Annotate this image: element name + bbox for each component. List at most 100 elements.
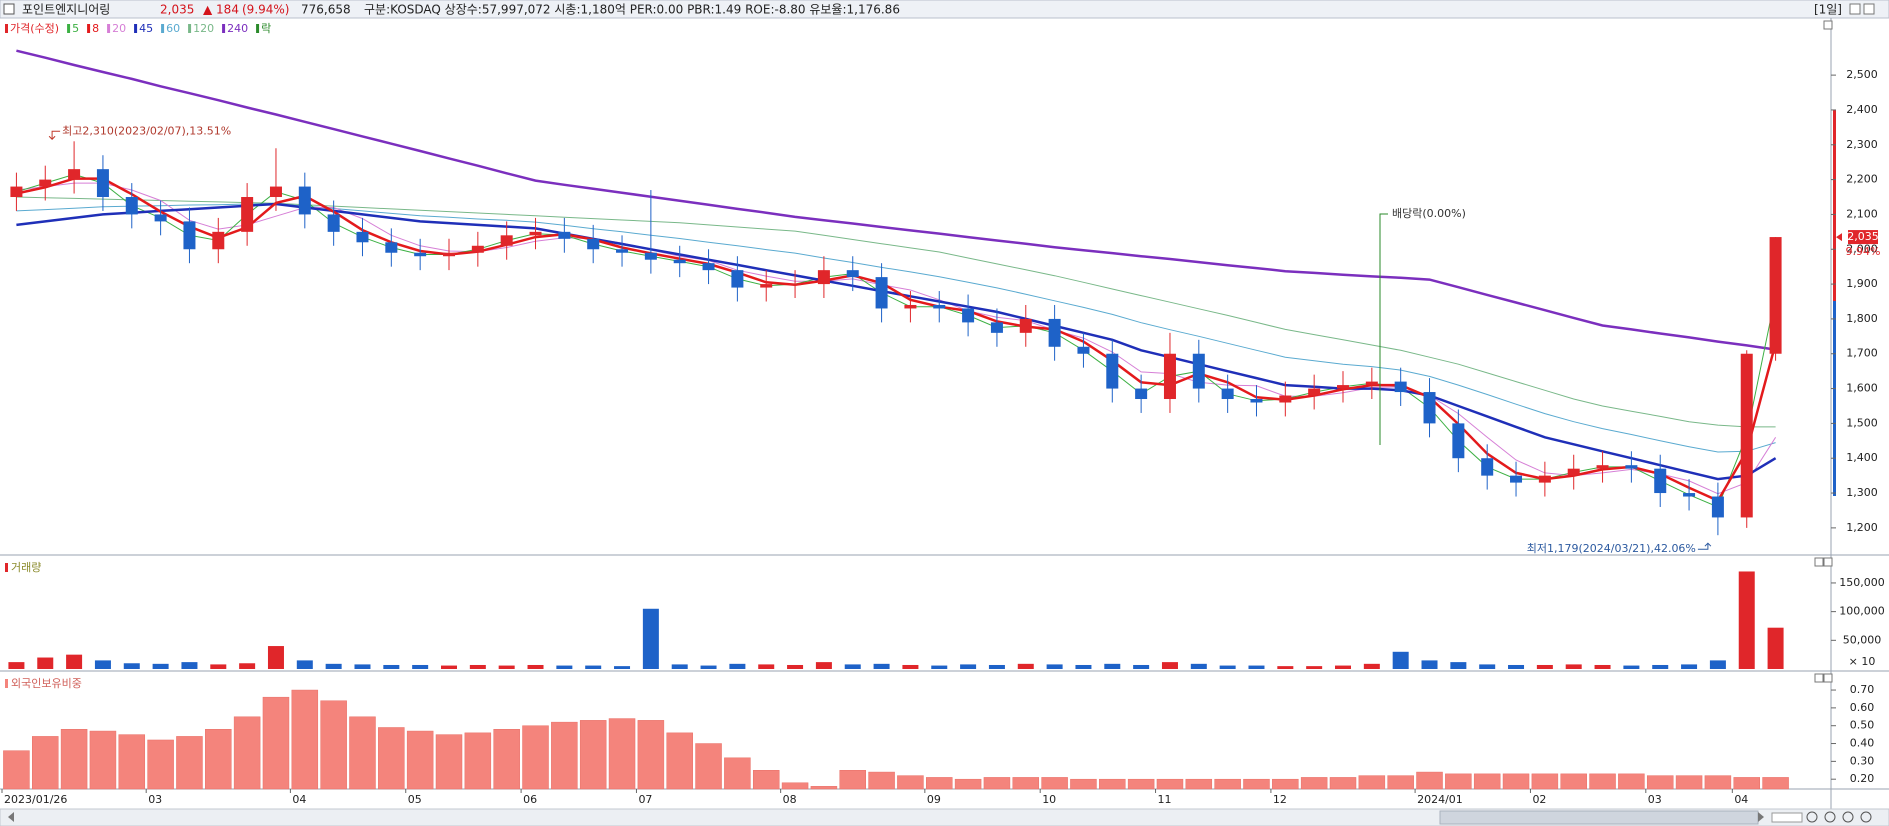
y-tick-label: 0.50	[1850, 719, 1875, 732]
candle-body	[298, 186, 311, 215]
volume-bar	[1363, 663, 1380, 669]
ownership-bar	[406, 730, 434, 790]
candle-body	[1538, 475, 1551, 483]
zoom-fit[interactable]	[1860, 811, 1872, 823]
y-tick-label: 1,400	[1846, 451, 1878, 464]
y-tick-label: 2,200	[1846, 173, 1878, 186]
legend-swatch	[222, 24, 226, 33]
volume-bar	[1046, 664, 1063, 669]
high-arrow	[48, 130, 61, 140]
ownership-bar	[810, 786, 838, 790]
candle-body	[39, 179, 52, 187]
volume-bar	[815, 662, 832, 669]
volume-bar	[527, 664, 544, 669]
candle-body	[96, 169, 109, 198]
volume-bar	[1738, 571, 1755, 669]
candle-body	[1135, 388, 1148, 400]
volume-bar	[498, 665, 515, 669]
volume-bar	[1594, 664, 1611, 669]
candle-body	[1510, 475, 1523, 483]
scroll-left[interactable]	[8, 812, 14, 822]
panel-button[interactable]	[1814, 557, 1824, 567]
ownership-bar	[1762, 777, 1789, 790]
ownership-bar	[176, 736, 203, 790]
ownership-bar	[551, 721, 578, 790]
ownership-bar	[1099, 778, 1126, 790]
volume-bar	[556, 665, 573, 669]
volume-bar	[1335, 665, 1351, 669]
panel-title-swatch	[5, 563, 8, 572]
ownership-bar	[695, 743, 722, 790]
x-tick-label: 09	[927, 793, 941, 806]
x-tick-label: 12	[1273, 793, 1287, 806]
ownership-bar	[1646, 775, 1674, 790]
ownership-bar	[724, 757, 751, 790]
panel-button[interactable]	[1823, 673, 1833, 683]
scrollbar-thumb[interactable]	[1439, 810, 1759, 825]
volume-bar	[1450, 662, 1467, 669]
legend-label: 120	[193, 22, 214, 35]
ownership-bar	[868, 771, 895, 790]
candle-body	[962, 308, 975, 323]
volume-bar	[210, 664, 227, 669]
checkbox[interactable]	[3, 3, 15, 15]
ex-dividend-line	[1379, 213, 1388, 445]
volume-bar	[1421, 660, 1438, 669]
legend-label: 60	[166, 22, 180, 35]
y-tick-label: 1,600	[1846, 382, 1878, 395]
candle-body	[443, 252, 455, 257]
x-tick-label: 04	[292, 793, 306, 806]
ownership-bar	[1560, 773, 1587, 790]
panel-title: 외국인보유비중	[11, 677, 82, 690]
ownership-bar	[1704, 775, 1732, 790]
ownership-bar	[1416, 771, 1443, 790]
minimize-button[interactable]	[1849, 3, 1861, 15]
volume-bar	[1104, 663, 1121, 669]
maximize-button[interactable]	[1863, 3, 1875, 15]
ownership-bar	[752, 770, 780, 790]
volume-bar	[700, 665, 717, 669]
candle-body	[1711, 496, 1724, 518]
unit-label: × 10	[1849, 655, 1876, 668]
zoom-in[interactable]	[1806, 811, 1818, 823]
x-tick-label: 03	[148, 793, 162, 806]
ownership-bar	[1531, 773, 1559, 790]
candle-body	[1019, 318, 1032, 333]
candle-body	[1740, 353, 1753, 518]
volume-bar	[1017, 663, 1034, 669]
y-tick-label: 50,000	[1843, 633, 1882, 646]
volume-bar	[1767, 627, 1784, 669]
ownership-bar	[262, 696, 290, 790]
ownership-bar	[954, 778, 982, 790]
ownership-bar	[205, 729, 232, 790]
candle-body	[1394, 381, 1407, 393]
zoom-out[interactable]	[1824, 811, 1836, 823]
x-tick-label: 2023/01/26	[4, 793, 67, 806]
x-tick-label: 05	[408, 793, 422, 806]
candle-body	[1048, 318, 1061, 347]
legend-label: 5	[72, 22, 79, 35]
volume-bar	[469, 664, 486, 669]
panel-button[interactable]	[1814, 673, 1824, 683]
ownership-bar	[320, 700, 347, 790]
candle-body	[68, 169, 81, 180]
y-tick-label: 1,200	[1846, 521, 1878, 534]
panel-button[interactable]	[1823, 557, 1833, 567]
panel-button[interactable]	[1823, 20, 1833, 30]
scroll-right[interactable]	[1758, 812, 1764, 822]
ownership-bar	[1243, 778, 1270, 790]
zoom-slider[interactable]	[1771, 812, 1803, 823]
zoom-reset[interactable]	[1842, 811, 1854, 823]
ownership-bar	[666, 732, 693, 790]
scrollbar-track[interactable]	[0, 808, 1889, 826]
y-tick-label: 0.30	[1850, 754, 1875, 767]
ownership-bar	[1272, 778, 1299, 790]
volume-bar	[1277, 666, 1294, 669]
price-change-label: 9.94%	[1846, 245, 1881, 258]
period[interactable]: [1일]	[1814, 3, 1842, 17]
candle-body	[1567, 468, 1580, 476]
volume-bar	[988, 664, 1005, 669]
y-tick-label: 1,900	[1846, 277, 1878, 290]
